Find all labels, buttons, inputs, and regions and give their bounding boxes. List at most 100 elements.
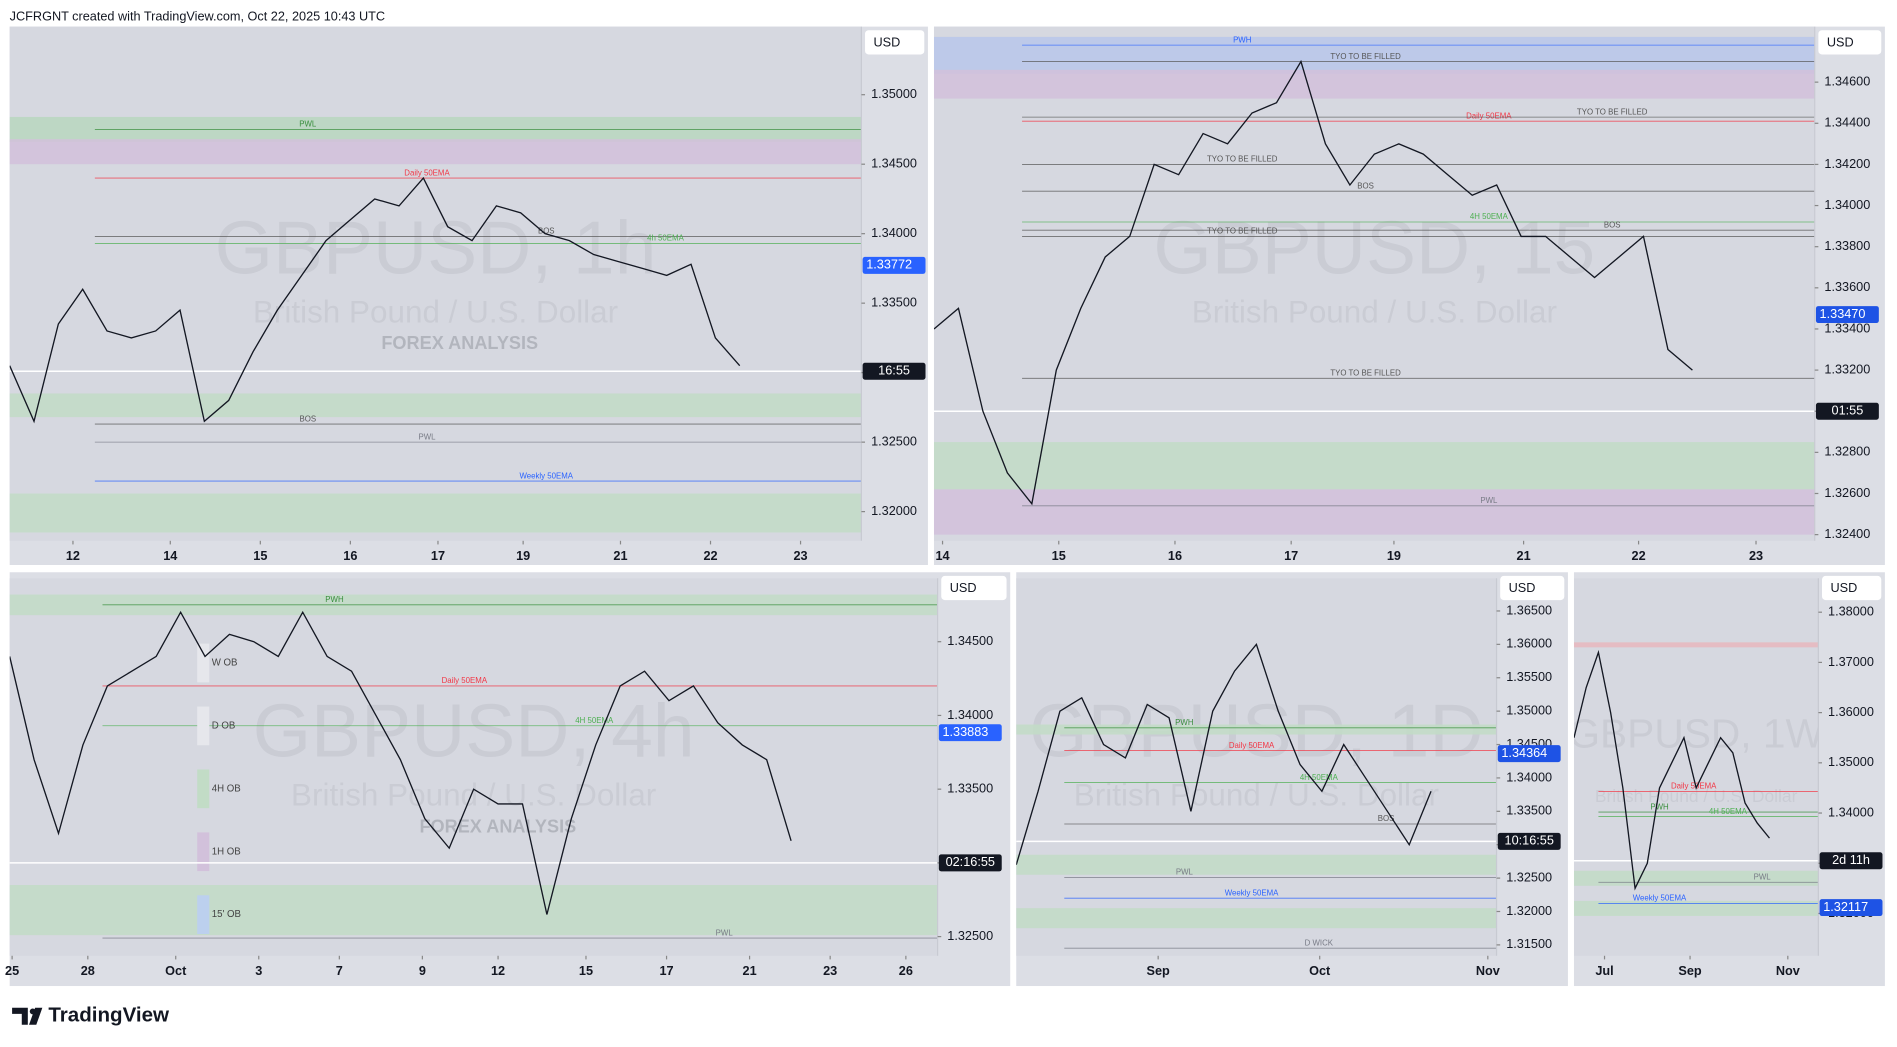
chart-panel: GBPUSD, 1W British Pound / U.S. DollarPWH…	[1568, 572, 1885, 987]
tv-logo	[12, 1007, 43, 1025]
x-tick-label: Oct	[1309, 964, 1331, 978]
ob-swatch	[197, 895, 210, 935]
countdown-label: 16:55	[878, 364, 910, 378]
level-label: PWH	[325, 595, 344, 604]
y-tick-label: 1.33400	[1824, 321, 1870, 335]
level-label: Weekly 50EMA	[519, 471, 573, 480]
level-label: BOS	[1604, 220, 1621, 229]
x-tick-label: 15	[579, 964, 593, 978]
y-tick-label: 1.34400	[1824, 116, 1870, 130]
currency-label: USD	[1830, 581, 1857, 595]
y-tick-label: 1.32000	[871, 504, 917, 518]
x-tick-label: 14	[935, 549, 949, 563]
zone	[9, 139, 862, 165]
ob-label: D OB	[212, 720, 236, 731]
currency-box	[941, 575, 1007, 601]
level-label: PWL	[1480, 496, 1498, 505]
level-label: PWL	[299, 120, 317, 129]
y-tick-label: 1.34000	[1824, 198, 1870, 212]
x-tick-label: 22	[1632, 549, 1646, 563]
plot-area	[9, 26, 862, 541]
level-label: 4H 50EMA	[575, 716, 614, 725]
ob-swatch	[197, 769, 210, 809]
y-tick-label: 1.36500	[1506, 603, 1552, 617]
x-tick-label: 23	[1749, 549, 1763, 563]
zone	[1573, 642, 1819, 648]
y-tick-label: 1.33500	[1506, 804, 1552, 818]
watermark: GBPUSD, 4h	[253, 689, 695, 773]
level-label: PWL	[1754, 873, 1772, 882]
y-tick-label: 1.34200	[1824, 157, 1870, 171]
level-label: 4H 50EMA	[1470, 212, 1509, 221]
y-tick-label: 1.34500	[947, 634, 993, 648]
watermark-sub: British Pound / U.S. Dollar	[253, 294, 618, 329]
zone	[1016, 908, 1497, 929]
x-tick-label: 16	[343, 549, 357, 563]
level-label: BOS	[1378, 814, 1395, 823]
currency-label: USD	[873, 35, 900, 49]
y-tick-label: 1.38000	[1828, 605, 1874, 619]
price-tag	[1819, 899, 1883, 917]
y-tick-label: 1.34600	[1824, 75, 1870, 89]
zone	[9, 393, 862, 418]
y-tick-label: 1.33600	[1824, 280, 1870, 294]
footer-brand: TradingView	[48, 1004, 170, 1027]
x-tick-label: 17	[659, 964, 673, 978]
x-tick-label: Sep	[1147, 964, 1171, 978]
zone	[9, 493, 862, 533]
level-label: TYO TO BE FILLED	[1330, 369, 1401, 378]
currency-box	[865, 30, 925, 55]
level-label: TYO TO BE FILLED	[1207, 227, 1278, 236]
level-label: BOS	[538, 227, 555, 236]
level-label: D WICK	[1305, 938, 1334, 947]
y-tick-label: 1.32800	[1824, 445, 1870, 459]
watermark: GBPUSD, 1W	[1568, 711, 1824, 757]
x-tick-label: 17	[431, 549, 445, 563]
logo-text: FOREX ANALYSIS	[419, 816, 576, 836]
chart-panel: GBPUSD, 4h British Pound / U.S. Dollar FOR…	[5, 572, 1011, 987]
price-tag	[938, 724, 1002, 742]
level-label: Daily 50EMA	[1466, 111, 1512, 120]
level-label: TYO TO BE FILLED	[1207, 155, 1278, 164]
header-text: JCFRGNT created with TradingView.com, Oc…	[10, 9, 385, 23]
x-tick-label: 21	[743, 964, 757, 978]
zone	[933, 69, 1815, 99]
countdown-box	[1819, 852, 1883, 870]
x-tick-label: 12	[491, 964, 505, 978]
y-tick-label: 1.37000	[1828, 655, 1874, 669]
zone	[9, 885, 938, 936]
y-tick-label: 1.32400	[1824, 527, 1870, 541]
currency-label: USD	[950, 581, 977, 595]
y-tick-label: 1.32600	[1824, 486, 1870, 500]
y-tick-label: 1.35000	[1828, 755, 1874, 769]
y-tick-label: 1.36000	[1506, 637, 1552, 651]
x-tick-label: 28	[81, 964, 95, 978]
level-label: TYO TO BE FILLED	[1330, 52, 1401, 61]
countdown-label: 02:16:55	[946, 855, 995, 869]
zone	[933, 36, 1815, 74]
watermark: GBPUSD, 1h	[215, 205, 657, 289]
x-tick-label: 23	[793, 549, 807, 563]
x-tick-label: 3	[255, 964, 262, 978]
countdown-box	[938, 854, 1002, 872]
price-tag	[862, 256, 926, 274]
price-line-series	[933, 59, 1693, 506]
currency-box	[1821, 575, 1882, 601]
x-tick-label: Nov	[1776, 964, 1800, 978]
level-label: PWL	[1176, 868, 1194, 877]
countdown-box	[862, 362, 926, 380]
y-tick-label: 1.32000	[1506, 904, 1552, 918]
countdown-box	[1497, 832, 1561, 850]
watermark-sub: British Pound / U.S. Dollar	[1595, 786, 1798, 806]
price-tag-label: 1.33772	[866, 258, 912, 272]
level-label: PWH	[1233, 35, 1252, 44]
y-tick-label: 1.33500	[871, 296, 917, 310]
level-label: 4H 50EMA	[1300, 773, 1339, 782]
ob-swatch	[197, 706, 210, 746]
x-tick-label: 17	[1284, 549, 1298, 563]
logo-text: FOREX ANALYSIS	[381, 333, 538, 353]
level-label: PWL	[419, 432, 437, 441]
x-tick-label: 21	[613, 549, 627, 563]
